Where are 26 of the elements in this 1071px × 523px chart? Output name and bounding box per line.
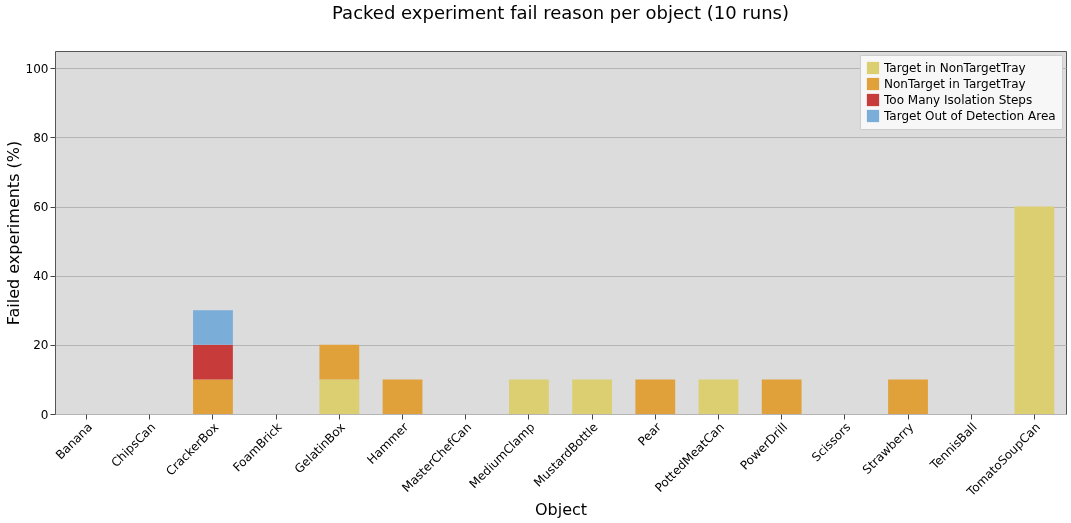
bar: [193, 379, 233, 414]
bar: [888, 379, 928, 414]
y-tick-label: 60: [33, 200, 49, 215]
legend-label: Too Many Isolation Steps: [883, 93, 1033, 107]
y-tick-label: 0: [40, 407, 49, 422]
bar: [319, 379, 360, 414]
bar: [1014, 206, 1055, 414]
y-tick-label: 80: [33, 130, 49, 145]
y-tick-label: 100: [25, 61, 49, 76]
bar: [193, 344, 233, 380]
legend-label: Target Out of Detection Area: [883, 109, 1056, 123]
chart-title: Packed experiment fail reason per object (10 runs): [332, 2, 789, 23]
bar: [572, 379, 612, 414]
bar: [635, 379, 676, 414]
bar: [698, 379, 739, 414]
legend-label: NonTarget in TargetTray: [884, 77, 1026, 91]
bar: [761, 379, 802, 414]
y-tick-label: 20: [33, 338, 49, 353]
bar: [319, 344, 360, 380]
legend-label: Target in NonTargetTray: [883, 61, 1026, 75]
bar: [382, 379, 423, 414]
bar: [193, 310, 233, 345]
y-tick-label: 40: [33, 269, 49, 284]
x-axis-title: Object: [534, 500, 588, 520]
bar: [509, 379, 549, 414]
y-axis-title: Failed experiments (%): [3, 140, 23, 326]
